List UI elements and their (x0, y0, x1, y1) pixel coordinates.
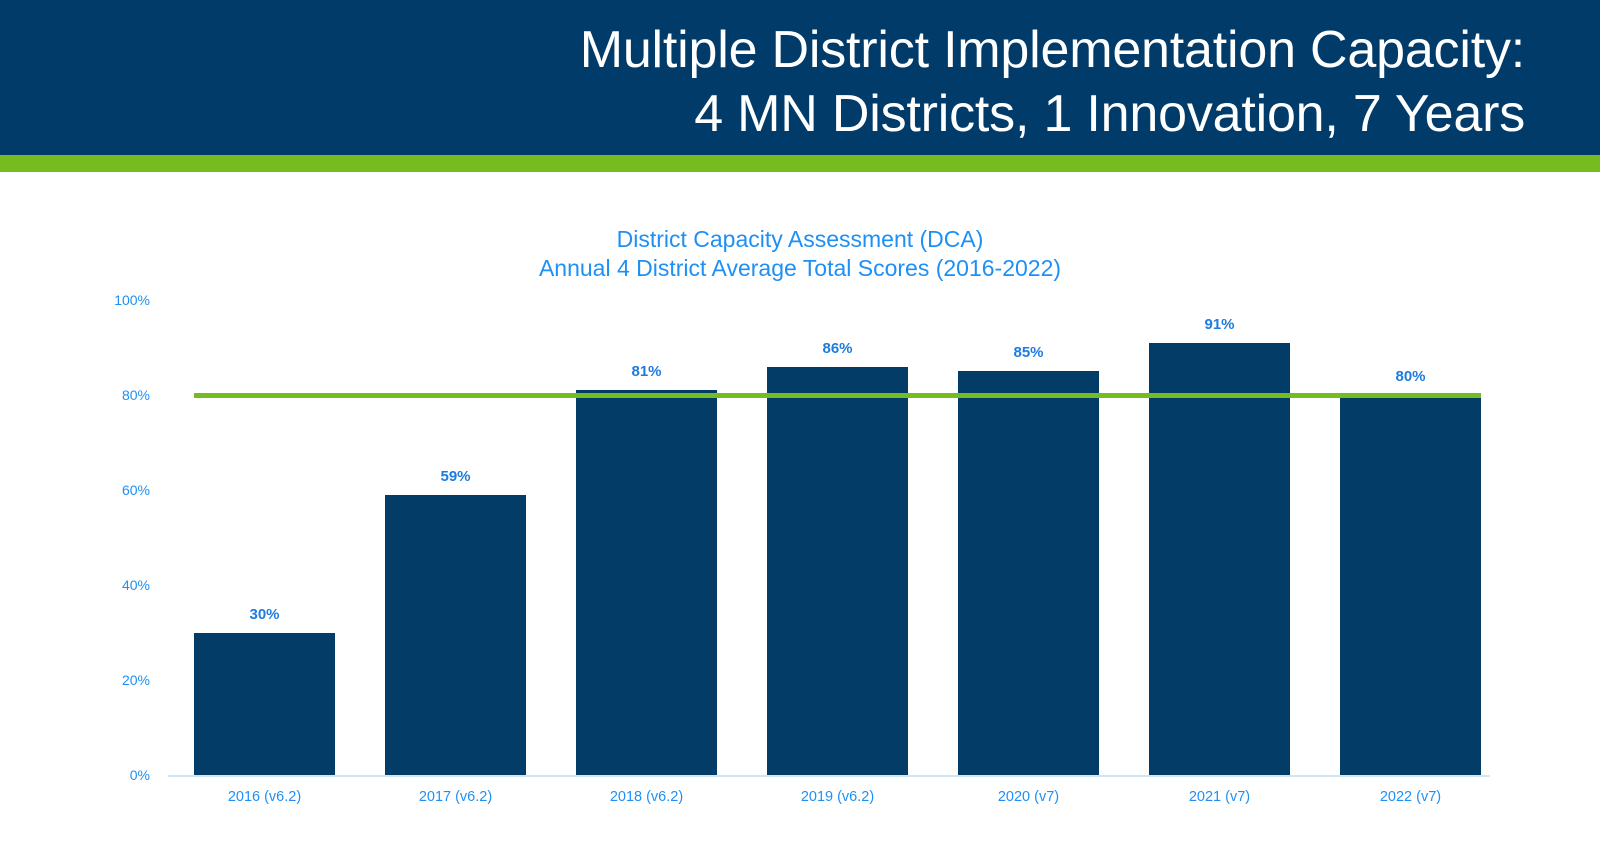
target-reference-line (194, 393, 1481, 398)
chart-title-line-2: Annual 4 District Average Total Scores (… (538, 255, 1062, 281)
x-axis-tick-label: 2019 (v6.2) (800, 789, 875, 805)
x-axis-tick-label: 2018 (v6.2) (609, 789, 684, 805)
bar (1149, 342, 1290, 775)
bar (958, 371, 1099, 775)
y-axis-tick-label: 80% (121, 387, 150, 403)
bar-value-label: 91% (1204, 315, 1235, 333)
plot-area: 0% 20% 40% 60% 80% 100% 30% 2016 (v6.2) 59% 2017 … (114, 292, 1490, 805)
y-axis-tick-label: 100% (114, 292, 150, 308)
bar (1340, 395, 1481, 775)
slide-title-line-1: Multiple District Implementation Capacit… (579, 20, 1525, 79)
x-axis-tick-label: 2021 (v7) (1188, 789, 1251, 805)
bar-value-label: 81% (631, 363, 662, 381)
x-axis-tick-label: 2017 (v6.2) (418, 789, 493, 805)
bar-value-label: 86% (822, 339, 853, 357)
y-axis-tick-label: 0% (129, 767, 150, 783)
bar-value-label: 59% (440, 467, 471, 485)
chart-title-line-1: District Capacity Assessment (DCA) (616, 226, 984, 252)
bar (767, 366, 908, 775)
banner-accent-rule (0, 155, 1600, 172)
x-axis-tick-label: 2020 (v7) (997, 789, 1060, 805)
x-axis-line (168, 775, 1490, 777)
bar (194, 632, 335, 775)
bar (385, 494, 526, 775)
x-axis-tick-label: 2022 (v7) (1379, 789, 1442, 805)
slide-title-banner: Multiple District Implementation Capacit… (0, 0, 1600, 155)
bar-value-label: 80% (1395, 368, 1426, 385)
bar (576, 390, 717, 775)
x-axis-tick-label: 2016 (v6.2) (227, 789, 302, 805)
y-axis-tick-label: 20% (121, 672, 150, 688)
slide-title-line-2: 4 MN Districts, 1 Innovation, 7 Years (694, 84, 1525, 143)
bar-value-label: 30% (249, 605, 280, 623)
bar-chart: District Capacity Assessment (DCA) Annua… (0, 172, 1600, 847)
y-axis-tick-label: 40% (121, 577, 150, 593)
chart-title: District Capacity Assessment (DCA) Annua… (0, 225, 1600, 283)
y-axis-tick-label: 60% (121, 482, 150, 498)
bar-value-label: 85% (1013, 344, 1044, 362)
